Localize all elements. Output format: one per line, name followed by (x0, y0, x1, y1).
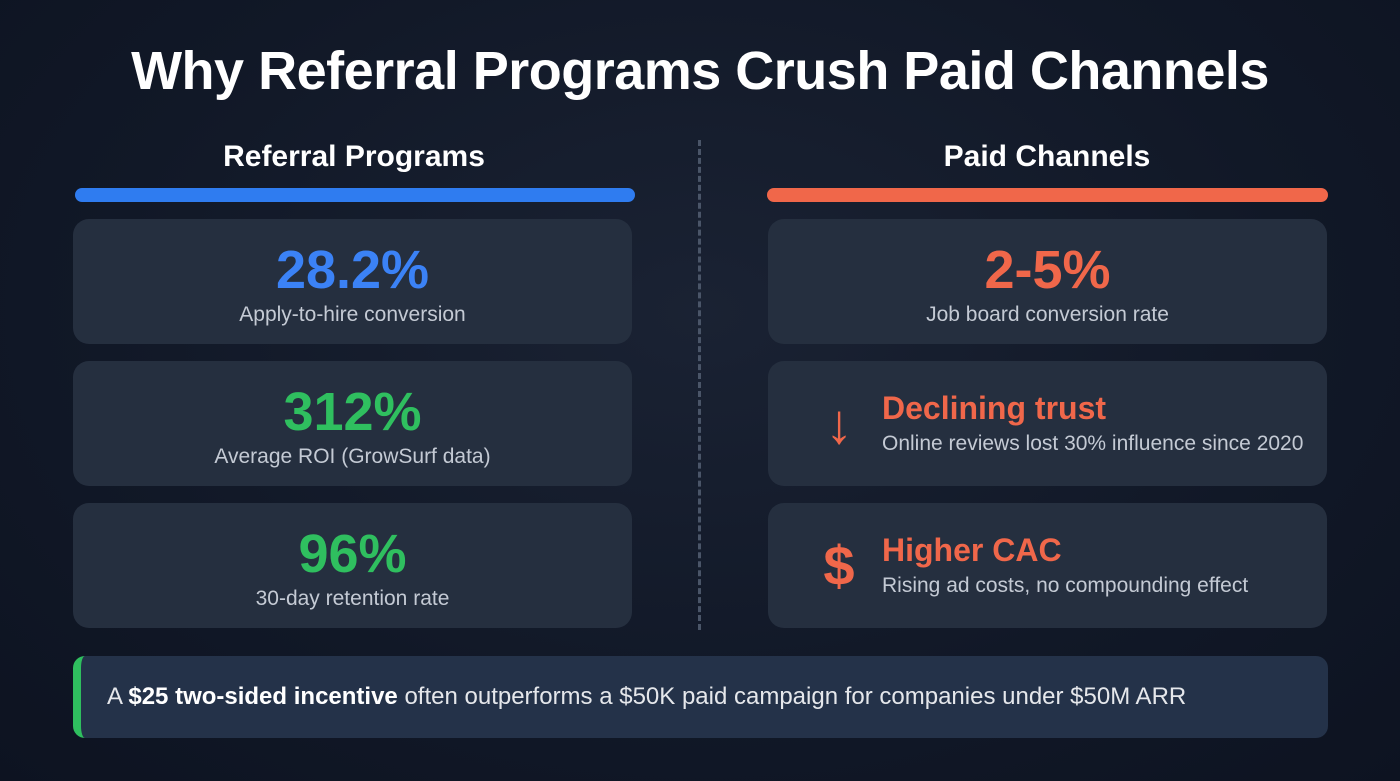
stat-label: Job board conversion rate (926, 303, 1169, 326)
paid-heading: Paid Channels (943, 140, 1151, 173)
column-divider (698, 140, 701, 630)
card-title: Declining trust (882, 389, 1107, 426)
stat-card-job-board: 2-5% Job board conversion rate (768, 219, 1327, 344)
stat-value: 2-5% (984, 240, 1111, 300)
footer-highlight: $25 two-sided incentive (128, 683, 398, 710)
stat-value: 312% (283, 382, 422, 442)
paid-accent-bar (767, 188, 1328, 202)
stat-label: Average ROI (GrowSurf data) (214, 445, 491, 468)
page-title: Why Referral Programs Crush Paid Channel… (131, 41, 1269, 101)
arrow-down-icon: ↓ (825, 392, 853, 455)
footer-callout: A $25 two-sided incentive often outperfo… (73, 656, 1328, 738)
stat-value: 28.2% (275, 240, 430, 300)
stat-value: 96% (298, 524, 407, 584)
footer-rest: often outperforms a $50K paid campaign f… (397, 683, 1187, 710)
stat-card-roi: 312% Average ROI (GrowSurf data) (73, 361, 632, 486)
dollar-icon: $ (823, 534, 855, 597)
stat-card-retention: 96% 30-day retention rate (73, 503, 632, 628)
stat-card-conversion: 28.2% Apply-to-hire conversion (73, 219, 632, 344)
card-desc: Rising ad costs, no compounding effect (882, 573, 1249, 597)
referral-accent-bar (75, 188, 635, 202)
stat-label: Apply-to-hire conversion (239, 303, 466, 326)
card-title: Higher CAC (882, 531, 1062, 568)
referral-heading: Referral Programs (223, 140, 485, 173)
footer-prefix: A (107, 683, 129, 710)
card-desc: Online reviews lost 30% influence since … (882, 431, 1304, 455)
card-declining-trust: ↓ Declining trust Online reviews lost 30… (768, 361, 1327, 486)
stat-label: 30-day retention rate (255, 587, 450, 610)
card-higher-cac: $ Higher CAC Rising ad costs, no compoun… (768, 503, 1327, 628)
